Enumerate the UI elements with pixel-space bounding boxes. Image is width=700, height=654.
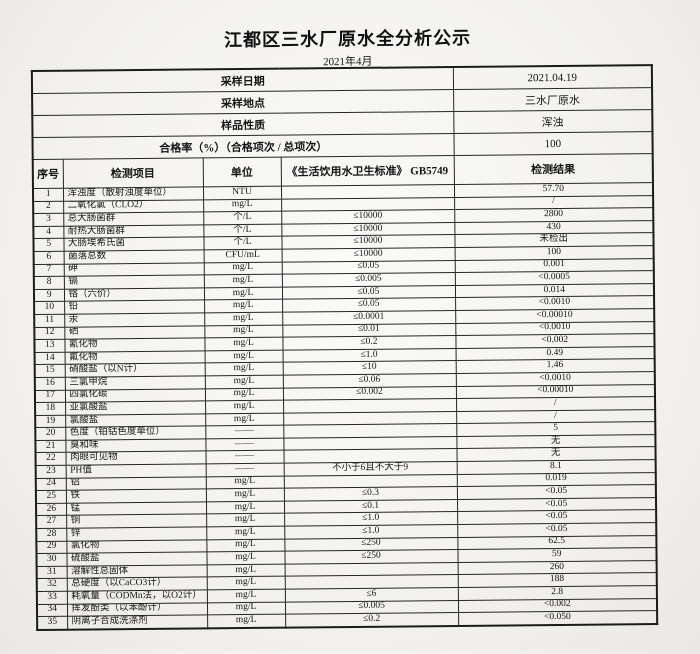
row-index-cell: 6 (34, 251, 64, 264)
row-unit-cell: mg/L (206, 539, 284, 552)
row-index-cell: 11 (34, 314, 64, 327)
row-unit-cell: mg/L (207, 614, 285, 628)
row-unit-cell: mg/L (205, 388, 283, 401)
row-index-cell: 17 (35, 390, 65, 403)
row-unit-cell: mg/L (207, 589, 285, 602)
row-unit-cell: mg/L (206, 514, 284, 527)
row-index-cell: 10 (34, 302, 64, 315)
row-result-cell: <0.050 (458, 611, 657, 626)
row-index-cell: 25 (36, 490, 66, 503)
row-index-cell: 18 (35, 402, 65, 415)
row-unit-cell: mg/L (207, 602, 285, 615)
analysis-table: 采样日期 2021.04.19 采样地点 三水厂原水 样品性质 浑浊 合格率（%… (31, 64, 658, 631)
row-index-cell: 3 (33, 213, 63, 226)
row-index-cell: 32 (37, 579, 67, 592)
sample-nature-value: 浑浊 (453, 110, 652, 134)
row-unit-cell: mg/L (204, 299, 282, 312)
row-item-cell: 阴离子合成洗涤剂 (67, 615, 207, 629)
row-unit-cell: —— (205, 438, 283, 451)
row-index-cell: 28 (36, 528, 66, 541)
row-index-cell: 26 (36, 503, 66, 516)
row-unit-cell: mg/L (207, 577, 285, 590)
row-unit-cell: mg/L (206, 476, 284, 489)
row-index-cell: 30 (36, 553, 66, 566)
row-index-cell: 21 (35, 440, 65, 453)
row-index-cell: 29 (36, 541, 66, 554)
row-unit-cell: mg/L (206, 526, 284, 539)
row-unit-cell: mg/L (206, 551, 284, 564)
row-unit-cell: CFU/mL (204, 249, 282, 262)
row-unit-cell: mg/L (205, 413, 283, 426)
row-unit-cell: 个/L (203, 211, 281, 224)
row-index-cell: 16 (35, 377, 65, 390)
row-unit-cell: 个/L (203, 224, 281, 237)
row-index-cell: 9 (34, 289, 64, 302)
row-unit-cell: mg/L (204, 274, 282, 287)
row-unit-cell: 个/L (203, 237, 281, 250)
row-index-cell: 13 (34, 339, 64, 352)
row-unit-cell: —— (205, 425, 283, 438)
row-index-cell: 19 (35, 415, 65, 428)
row-index-cell: 15 (35, 365, 65, 378)
sampling-site-value: 三水厂原水 (453, 88, 652, 112)
row-index-cell: 8 (34, 276, 64, 289)
row-index-cell: 1 (33, 188, 63, 201)
row-unit-cell: mg/L (204, 337, 282, 350)
row-unit-cell: mg/L (206, 488, 284, 501)
info-section: 采样日期 2021.04.19 采样地点 三水厂原水 样品性质 浑浊 合格率（%… (32, 65, 653, 188)
row-unit-cell: mg/L (204, 325, 282, 338)
page-title: 江都区三水厂原水全分析公示 (0, 22, 698, 55)
row-unit-cell: mg/L (205, 375, 283, 388)
row-unit-cell: mg/L (204, 262, 282, 275)
col-header-index: 序号 (33, 159, 63, 188)
row-index-cell: 23 (36, 465, 66, 478)
col-header-standard: 《生活饮用水卫生标准》 GB5749 (281, 155, 454, 186)
row-index-cell: 34 (37, 604, 67, 617)
row-unit-cell: mg/L (203, 199, 281, 212)
row-unit-cell: —— (206, 463, 284, 476)
row-unit-cell: mg/L (207, 564, 285, 577)
row-index-cell: 20 (35, 428, 65, 441)
row-unit-cell: mg/L (205, 400, 283, 413)
row-unit-cell: mg/L (204, 287, 282, 300)
row-unit-cell: NTU (203, 186, 281, 199)
row-index-cell: 35 (37, 616, 67, 629)
row-unit-cell: mg/L (206, 501, 284, 514)
row-index-cell: 27 (36, 516, 66, 529)
row-index-cell: 7 (34, 264, 64, 277)
results-tbody: 1 浑浊度（散射浊度单位） NTU 57.70 2 二氧化氯（CLO2） mg/… (33, 183, 657, 630)
sampling-date-value: 2021.04.19 (453, 65, 652, 89)
pass-rate-value: 100 (453, 132, 652, 156)
col-header-result: 检测结果 (454, 154, 653, 185)
row-index-cell: 14 (35, 352, 65, 365)
row-unit-cell: mg/L (205, 362, 283, 375)
row-index-cell: 5 (33, 239, 63, 252)
row-standard-cell: ≤0.2 (285, 613, 458, 628)
row-index-cell: 12 (34, 327, 64, 340)
row-index-cell: 22 (36, 453, 66, 466)
row-unit-cell: mg/L (204, 312, 282, 325)
col-header-unit: 单位 (203, 157, 281, 187)
row-index-cell: 31 (37, 566, 67, 579)
row-index-cell: 4 (33, 226, 63, 239)
col-header-item: 检测项目 (63, 158, 203, 188)
row-unit-cell: —— (206, 451, 284, 464)
row-index-cell: 2 (33, 201, 63, 214)
row-index-cell: 24 (36, 478, 66, 491)
row-index-cell: 33 (37, 591, 67, 604)
row-unit-cell: mg/L (205, 350, 283, 363)
